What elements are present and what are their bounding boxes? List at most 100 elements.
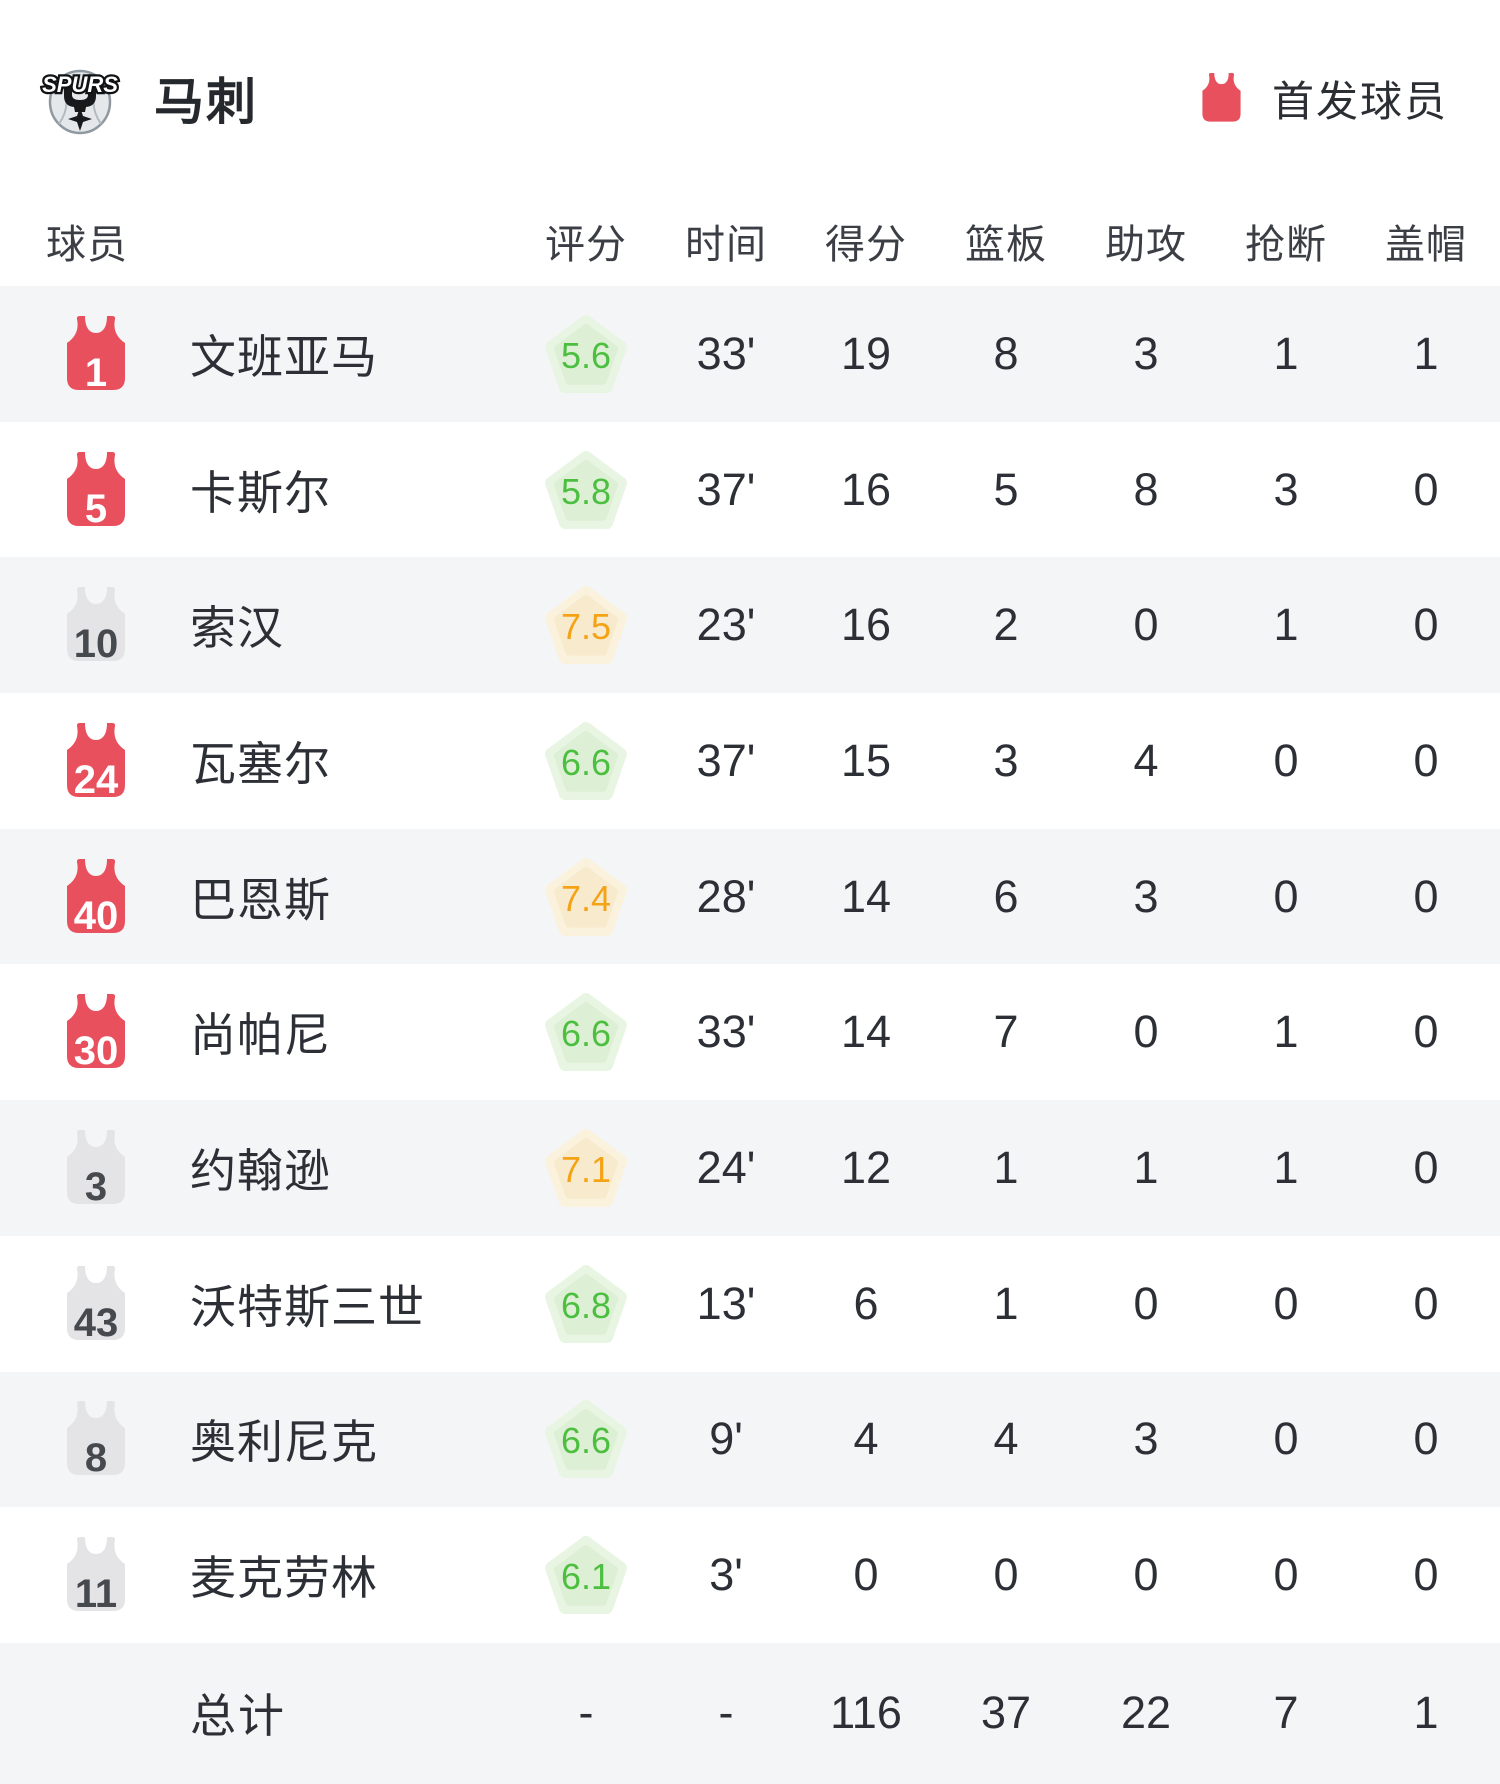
table-row[interactable]: 24 瓦塞尔 6.6 37' 15 3 4 0 0 xyxy=(0,693,1500,829)
player-name: 文班亚马 xyxy=(190,330,378,383)
total-rebounds: 37 xyxy=(980,1687,1032,1739)
table-row[interactable]: 11 麦克劳林 6.1 3' 0 0 0 0 0 xyxy=(0,1507,1500,1643)
jersey-number: 10 xyxy=(74,622,119,663)
blocks-cell: 0 xyxy=(1413,870,1439,922)
rating-value: 7.4 xyxy=(561,878,611,919)
player-cell: 1 文班亚马 xyxy=(0,315,516,392)
steals-cell: 1 xyxy=(1273,599,1299,651)
table-row[interactable]: 43 沃特斯三世 6.8 13' 6 1 0 0 0 xyxy=(0,1236,1500,1372)
col-header-assists: 助攻 xyxy=(1105,223,1187,267)
col-header-blocks: 盖帽 xyxy=(1385,223,1467,267)
points-cell: 12 xyxy=(840,1141,892,1193)
steals-cell: 1 xyxy=(1273,1006,1299,1058)
jersey-icon: 43 xyxy=(62,1265,130,1342)
assists-cell: 8 xyxy=(1133,463,1159,515)
player-table: 1 文班亚马 5.6 33' 19 8 3 1 1 xyxy=(0,286,1500,1643)
player-cell: 24 瓦塞尔 xyxy=(0,722,516,799)
col-header-steals: 抢断 xyxy=(1245,223,1327,267)
time-cell: 33' xyxy=(696,327,756,379)
player-name: 索汉 xyxy=(190,602,284,655)
rebounds-cell: 7 xyxy=(993,1006,1019,1058)
table-column-header: 球员 评分 时间 得分 篮板 助攻 抢断 盖帽 xyxy=(0,160,1500,286)
assists-cell: 0 xyxy=(1133,1006,1159,1058)
assists-cell: 1 xyxy=(1133,1141,1159,1193)
time-cell: 9' xyxy=(709,1413,743,1465)
rebounds-cell: 5 xyxy=(993,463,1019,515)
points-cell: 4 xyxy=(853,1413,879,1465)
blocks-cell: 0 xyxy=(1413,1413,1439,1465)
spurs-logo-icon: SPURS xyxy=(40,69,120,135)
rebounds-cell: 0 xyxy=(993,1549,1019,1601)
table-row[interactable]: 1 文班亚马 5.6 33' 19 8 3 1 1 xyxy=(0,286,1500,422)
table-row[interactable]: 3 约翰逊 7.1 24' 12 1 1 1 0 xyxy=(0,1100,1500,1236)
starter-legend: 首发球员 xyxy=(1199,68,1448,129)
player-name: 沃特斯三世 xyxy=(190,1280,425,1333)
starter-jersey-icon xyxy=(1202,73,1241,122)
rating-cell: 7.1 xyxy=(516,1128,656,1208)
table-row[interactable]: 8 奥利尼克 6.6 9' 4 4 3 0 0 xyxy=(0,1371,1500,1508)
rating-value: 5.8 xyxy=(561,471,611,512)
blocks-cell: 0 xyxy=(1413,1277,1439,1329)
rating-value: 6.6 xyxy=(561,1013,611,1054)
points-cell: 14 xyxy=(840,870,892,922)
assists-cell: 3 xyxy=(1133,1413,1159,1465)
assists-cell: 4 xyxy=(1133,734,1159,786)
total-points: 116 xyxy=(830,1687,902,1739)
points-cell: 6 xyxy=(853,1277,879,1329)
team-header: SPURS 马刺 首发球员 xyxy=(0,0,1500,160)
jersey-number: 24 xyxy=(74,758,119,799)
rating-value: 6.6 xyxy=(561,742,611,783)
time-cell: 33' xyxy=(696,1006,756,1058)
time-cell: 3' xyxy=(709,1549,743,1601)
player-name: 卡斯尔 xyxy=(190,466,331,519)
rating-badge: 5.6 xyxy=(544,314,628,394)
jersey-icon: 3 xyxy=(62,1129,130,1206)
assists-cell: 0 xyxy=(1133,599,1159,651)
table-row[interactable]: 10 索汉 7.5 23' 16 2 0 1 0 xyxy=(0,557,1500,694)
total-time: - xyxy=(718,1687,734,1739)
player-name: 奥利尼克 xyxy=(190,1416,378,1469)
table-row[interactable]: 30 尚帕尼 6.6 33' 14 7 0 1 0 xyxy=(0,964,1500,1100)
steals-cell: 0 xyxy=(1273,1549,1299,1601)
logo-wordmark: SPURS xyxy=(42,72,118,97)
total-rating: - xyxy=(578,1687,594,1739)
table-row[interactable]: 5 卡斯尔 5.8 37' 16 5 8 3 0 xyxy=(0,422,1500,558)
total-blocks: 1 xyxy=(1413,1687,1439,1739)
col-header-rebounds: 篮板 xyxy=(965,223,1047,267)
player-name: 瓦塞尔 xyxy=(190,737,331,790)
rating-cell: 5.6 xyxy=(516,314,656,394)
player-cell: 10 索汉 xyxy=(0,587,516,663)
jersey-icon: 10 xyxy=(62,587,130,663)
total-assists: 22 xyxy=(1120,1687,1172,1739)
jersey-icon: 1 xyxy=(62,315,130,392)
player-name: 巴恩斯 xyxy=(190,873,331,926)
rating-value: 6.1 xyxy=(561,1556,611,1597)
rating-cell: 5.8 xyxy=(516,450,656,530)
assists-cell: 3 xyxy=(1133,870,1159,922)
col-header-time: 时间 xyxy=(685,223,767,267)
rating-badge: 7.4 xyxy=(544,857,628,937)
jersey-number: 40 xyxy=(74,894,119,935)
total-row: 总计 - - 116 37 22 7 1 xyxy=(0,1642,1500,1784)
rating-value: 6.6 xyxy=(561,1420,611,1461)
table-row[interactable]: 40 巴恩斯 7.4 28' 14 6 3 0 0 xyxy=(0,828,1500,965)
rating-badge: 6.6 xyxy=(544,1399,628,1479)
total-label: 总计 xyxy=(190,1690,286,1743)
jersey-icon: 30 xyxy=(62,994,130,1070)
team-title: 马刺 xyxy=(154,74,258,130)
jersey-number: 3 xyxy=(85,1165,107,1206)
rating-badge: 6.8 xyxy=(544,1264,628,1344)
assists-cell: 3 xyxy=(1133,327,1159,379)
jersey-number: 1 xyxy=(85,351,107,392)
rebounds-cell: 6 xyxy=(993,870,1019,922)
jersey-number: 5 xyxy=(85,487,107,528)
blocks-cell: 0 xyxy=(1413,463,1439,515)
jersey-icon: 5 xyxy=(62,451,130,528)
assists-cell: 0 xyxy=(1133,1277,1159,1329)
total-label-cell: 总计 xyxy=(0,1680,516,1746)
time-cell: 37' xyxy=(696,734,756,786)
rating-cell: 6.6 xyxy=(516,992,656,1072)
blocks-cell: 1 xyxy=(1413,327,1439,379)
jersey-icon: 24 xyxy=(62,722,130,799)
player-cell: 43 沃特斯三世 xyxy=(0,1265,516,1342)
